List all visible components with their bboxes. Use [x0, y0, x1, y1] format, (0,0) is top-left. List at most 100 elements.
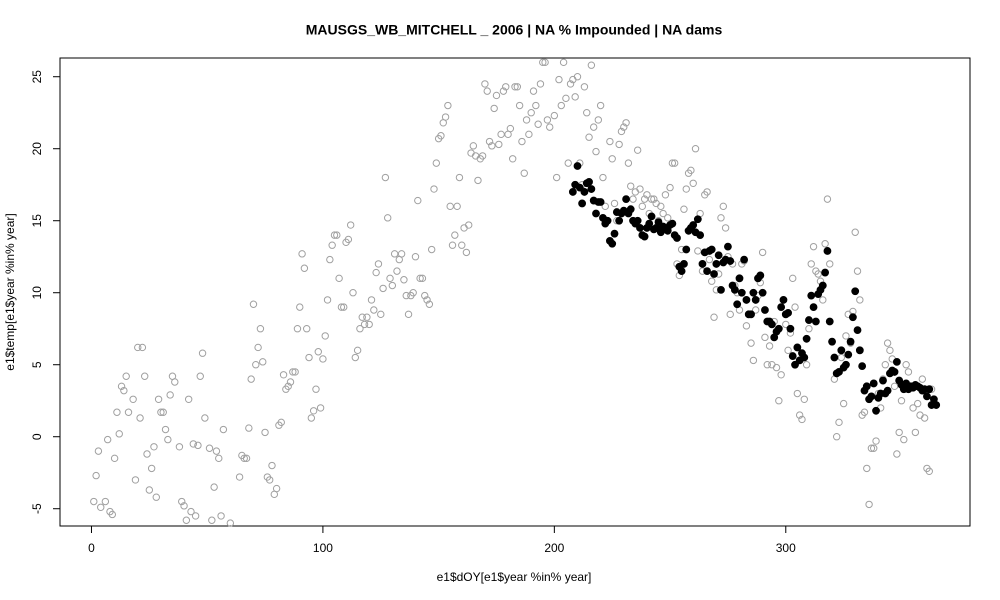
point: [437, 132, 445, 140]
point: [157, 408, 165, 416]
point: [143, 450, 151, 458]
point: [226, 519, 235, 527]
point: [638, 202, 646, 211]
point: [897, 397, 906, 405]
point: [490, 104, 498, 113]
point: [839, 399, 848, 408]
point: [786, 324, 795, 333]
point: [809, 303, 818, 312]
point: [136, 414, 144, 422]
point: [904, 368, 913, 376]
point: [654, 218, 663, 227]
point: [492, 91, 501, 100]
point: [573, 162, 582, 170]
point: [747, 310, 755, 319]
point: [670, 159, 679, 167]
point: [326, 255, 334, 264]
point: [636, 224, 644, 232]
point: [668, 159, 677, 167]
point: [298, 250, 306, 258]
point: [198, 349, 207, 357]
point: [134, 343, 142, 352]
point: [97, 503, 105, 511]
point: [256, 325, 265, 333]
point: [691, 145, 700, 153]
point: [296, 303, 304, 311]
point: [693, 215, 702, 224]
point: [448, 241, 457, 249]
point: [640, 195, 649, 203]
point: [175, 443, 184, 451]
point: [761, 333, 769, 342]
point: [518, 137, 526, 146]
point: [141, 372, 149, 380]
point: [208, 516, 216, 524]
point: [312, 385, 320, 393]
point: [291, 368, 299, 376]
point: [261, 428, 269, 437]
point: [795, 411, 804, 419]
point: [735, 274, 744, 283]
point: [333, 231, 341, 239]
point: [381, 173, 390, 182]
point: [465, 221, 473, 229]
point: [823, 195, 832, 203]
point: [191, 512, 200, 520]
point: [608, 155, 616, 163]
point: [789, 274, 797, 283]
point: [673, 234, 681, 242]
point: [823, 247, 832, 255]
point: [194, 441, 202, 450]
point: [416, 274, 424, 283]
point: [180, 502, 188, 510]
point: [212, 447, 221, 455]
point: [529, 87, 538, 95]
point: [636, 185, 644, 193]
point: [788, 352, 797, 360]
point: [196, 372, 204, 380]
point: [374, 260, 383, 268]
point: [751, 306, 760, 314]
point: [733, 300, 742, 309]
point: [809, 242, 818, 251]
point: [277, 418, 285, 427]
point: [340, 303, 348, 311]
point: [571, 93, 579, 101]
point: [404, 310, 413, 319]
point: [552, 173, 561, 182]
point: [390, 250, 399, 258]
point: [360, 320, 369, 329]
point: [402, 291, 410, 300]
point: [707, 245, 716, 254]
point: [603, 216, 612, 225]
point: [881, 361, 889, 369]
point: [575, 183, 584, 192]
point: [751, 296, 760, 304]
point: [386, 274, 394, 283]
point: [349, 289, 357, 297]
point: [596, 101, 605, 110]
point: [774, 324, 783, 333]
point: [418, 274, 427, 283]
point: [427, 245, 436, 254]
point: [145, 486, 154, 494]
point: [883, 339, 892, 347]
point: [724, 242, 732, 251]
point: [585, 133, 593, 141]
point: [742, 296, 751, 304]
point: [687, 166, 695, 175]
point: [622, 119, 630, 127]
point: [710, 313, 718, 321]
point: [147, 464, 156, 473]
point: [802, 361, 811, 369]
point: [564, 159, 572, 167]
point: [814, 270, 822, 278]
point: [205, 444, 214, 452]
point: [848, 313, 857, 322]
point: [805, 316, 813, 324]
point: [316, 404, 325, 412]
point: [513, 83, 522, 91]
point: [122, 372, 130, 380]
point: [478, 152, 487, 160]
